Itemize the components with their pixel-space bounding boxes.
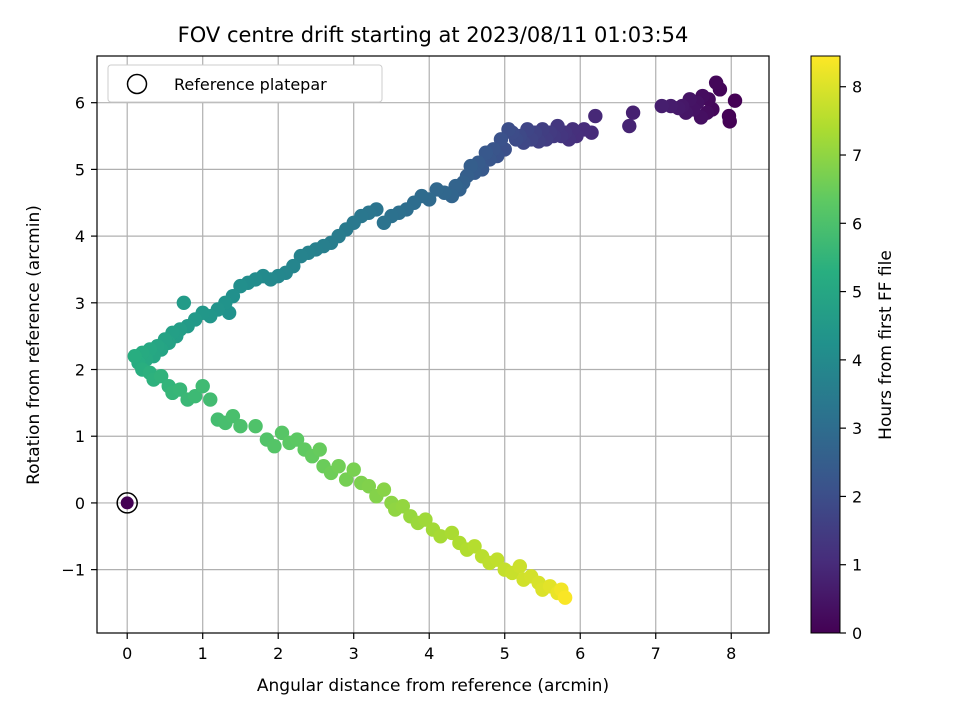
x-tick-label: 2: [273, 644, 283, 663]
reference-marker: [116, 492, 138, 514]
colorbar-tick-label: 6: [852, 214, 862, 233]
data-point: [338, 472, 354, 487]
x-tick-label: 4: [424, 644, 434, 663]
data-point: [361, 479, 377, 494]
reference-point-fill: [120, 496, 134, 510]
data-points: [127, 75, 743, 605]
data-point: [176, 295, 192, 311]
colorbar-tick-label: 1: [852, 556, 862, 575]
colorbar-tick-label: 3: [852, 419, 862, 438]
data-point: [489, 552, 505, 567]
chart-title: FOV centre drift starting at 2023/08/11 …: [178, 23, 689, 47]
y-tick-label: −1: [61, 561, 85, 580]
colorbar-tick-label: 0: [852, 624, 862, 643]
colorbar-tick-label: 7: [852, 146, 862, 165]
data-point: [376, 215, 392, 230]
x-axis-ticks: 0 1 2 3 4 5 6 7 8: [122, 633, 736, 663]
x-tick-label: 7: [651, 644, 661, 663]
data-point: [418, 512, 433, 527]
data-point: [478, 145, 494, 160]
colorbar-tick-label: 8: [852, 78, 862, 97]
x-axis-label: Angular distance from reference (arcmin): [257, 676, 609, 696]
colorbar-tick-label: 2: [852, 487, 862, 506]
y-tick-label: 5: [75, 160, 85, 179]
data-point: [233, 419, 248, 434]
y-tick-label: 3: [75, 294, 85, 313]
legend-box: [107, 64, 383, 103]
data-point: [721, 108, 737, 124]
x-tick-label: 3: [349, 644, 359, 663]
data-point: [203, 392, 218, 407]
data-point: [172, 382, 188, 397]
data-point: [153, 368, 169, 384]
data-point: [625, 105, 641, 120]
data-point: [467, 539, 482, 554]
plot-frame: [96, 55, 770, 634]
y-tick-label: 0: [75, 494, 85, 513]
colorbar-label: Hours from first FF file: [876, 250, 896, 440]
data-point: [429, 182, 444, 197]
data-point: [708, 75, 724, 90]
data-point: [376, 482, 392, 497]
legend-entry-reference: Reference platepar: [174, 75, 327, 94]
y-axis-label: Rotation from reference (arcmin): [24, 205, 44, 485]
data-point: [654, 98, 669, 114]
data-point: [293, 248, 309, 264]
y-tick-label: 1: [75, 427, 85, 446]
data-point: [267, 439, 282, 454]
x-tick-label: 8: [726, 644, 736, 663]
colorbar: 0 1 2 3 4 5 6 7 8 Hours from first FF file: [810, 55, 896, 643]
colorbar-tick-label: 5: [852, 283, 862, 302]
x-tick-label: 1: [198, 644, 208, 663]
data-point: [225, 409, 241, 424]
data-point: [289, 432, 305, 447]
legend: Reference platepar: [107, 64, 383, 103]
data-point: [395, 499, 410, 514]
data-point: [501, 122, 516, 137]
data-point: [727, 93, 743, 108]
data-point: [512, 559, 528, 574]
data-point: [493, 132, 509, 147]
data-point: [195, 378, 210, 394]
data-point: [331, 459, 346, 474]
data-point: [312, 442, 327, 457]
y-tick-label: 6: [75, 94, 85, 113]
y-axis-ticks: −1 0 1 2 3 4 5 6: [61, 94, 97, 580]
data-point: [187, 388, 203, 404]
x-tick-label: 5: [500, 644, 510, 663]
y-tick-label: 4: [75, 227, 85, 246]
data-point: [248, 419, 263, 434]
data-point: [233, 278, 248, 294]
y-tick-label: 2: [75, 361, 85, 380]
colorbar-ticks: 0 1 2 3 4 5 6 7 8: [840, 78, 862, 643]
data-point: [622, 118, 637, 134]
data-point: [433, 529, 448, 544]
x-tick-label: 6: [575, 644, 585, 663]
x-tick-label: 0: [122, 644, 132, 663]
data-point: [274, 425, 290, 441]
data-point: [557, 590, 573, 605]
colorbar-tick-label: 4: [852, 351, 862, 370]
data-point: [127, 348, 142, 364]
colorbar-gradient: [810, 55, 841, 634]
data-point: [346, 462, 361, 477]
data-point: [444, 525, 460, 541]
legend-marker: [126, 73, 148, 95]
data-point: [588, 108, 603, 124]
reference-platepar-point: [116, 492, 138, 514]
grid-lines: [97, 56, 769, 633]
